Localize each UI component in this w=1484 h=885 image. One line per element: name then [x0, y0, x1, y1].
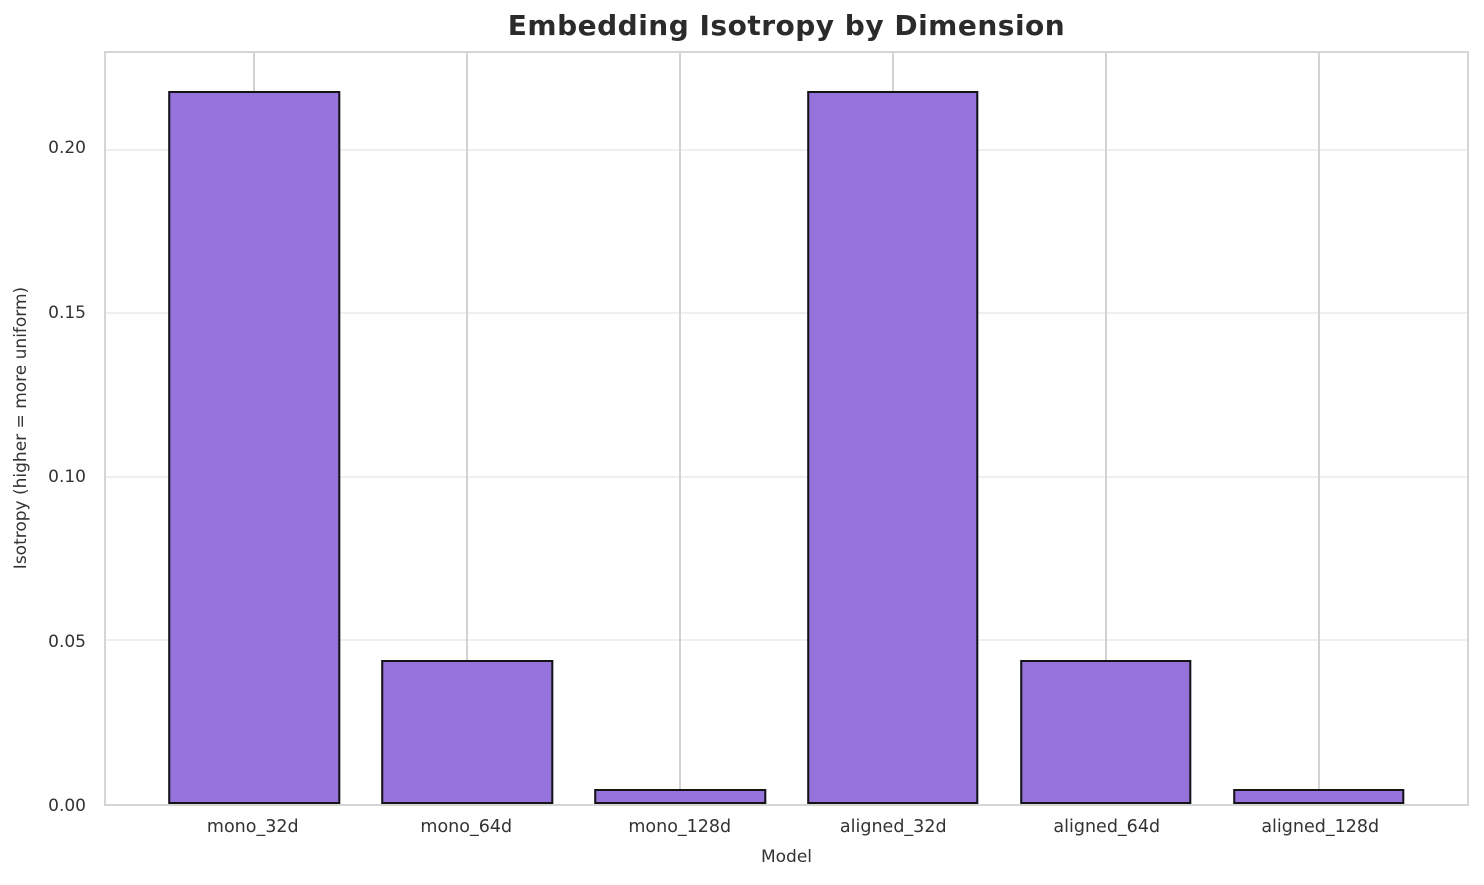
- y-tick-label: 0.05: [48, 631, 86, 652]
- bar-aligned_32d: [807, 90, 979, 804]
- bar-aligned_64d: [1020, 660, 1192, 804]
- y-tick-label: 0.10: [48, 467, 86, 488]
- x-tick-label: mono_64d: [420, 817, 513, 837]
- y-axis-tick-rail: 0.00 0.05 0.10 0.15 0.20: [0, 51, 95, 816]
- x-tick-label: aligned_128d: [1261, 817, 1380, 837]
- x-tick-label: aligned_64d: [1053, 817, 1161, 837]
- y-tick-label: 0.15: [48, 302, 86, 323]
- plot-area: [104, 51, 1469, 806]
- x-axis-label: Model: [760, 847, 813, 867]
- y-tick-label: 0.20: [48, 138, 86, 159]
- bar-mono_64d: [381, 660, 553, 804]
- horizontal-gridline: [106, 639, 1467, 642]
- horizontal-gridline: [106, 312, 1467, 315]
- horizontal-gridline: [106, 148, 1467, 151]
- vertical-gridline: [1317, 53, 1320, 804]
- y-tick-label: 0.00: [48, 796, 86, 816]
- vertical-gridline: [466, 53, 469, 804]
- chart-title: Embedding Isotropy by Dimension: [507, 9, 1066, 42]
- bar-mono_128d: [594, 788, 766, 804]
- vertical-gridline: [1104, 53, 1107, 804]
- bar-aligned_128d: [1232, 788, 1405, 804]
- x-axis-tick-rail: mono_32d mono_64d mono_128d aligned_32d alig…: [104, 817, 1469, 841]
- x-tick-label: aligned_32d: [839, 817, 947, 837]
- horizontal-gridline: [106, 475, 1467, 478]
- x-tick-label: mono_128d: [628, 817, 732, 837]
- bar-mono_32d: [168, 90, 341, 804]
- vertical-gridline: [679, 53, 682, 804]
- x-tick-label: mono_32d: [206, 817, 299, 837]
